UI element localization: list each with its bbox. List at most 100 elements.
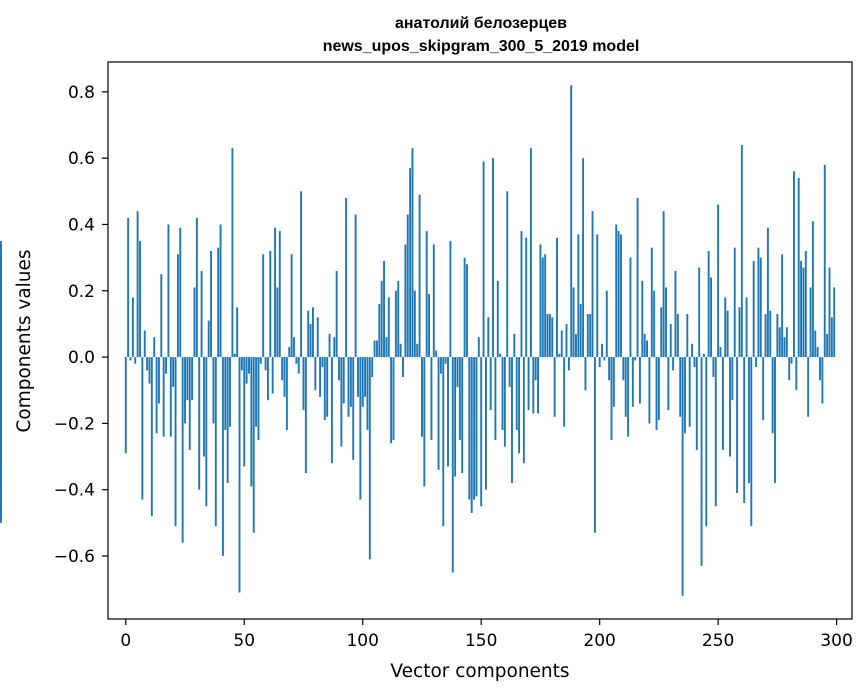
bar	[757, 247, 760, 358]
bar	[738, 307, 741, 358]
bar	[714, 357, 717, 507]
bar	[771, 357, 774, 434]
bar	[641, 280, 644, 358]
bar	[210, 250, 213, 358]
bar	[653, 290, 656, 358]
bar	[238, 357, 241, 593]
bar	[729, 357, 731, 457]
bar	[480, 357, 483, 507]
bar	[257, 357, 260, 440]
bar	[162, 357, 165, 437]
bar	[447, 357, 449, 467]
bar	[143, 330, 146, 358]
bar	[174, 357, 177, 527]
bar	[176, 254, 179, 358]
y-tick-label: 0.2	[68, 282, 95, 302]
bar	[489, 357, 492, 411]
bar	[541, 257, 544, 358]
bar	[667, 357, 670, 411]
bar	[484, 357, 487, 490]
bar	[577, 234, 580, 358]
bar	[527, 357, 530, 411]
bar	[679, 357, 682, 417]
bar	[833, 287, 836, 358]
bar	[529, 148, 532, 358]
bar	[593, 357, 596, 533]
y-tick-label: −0.6	[54, 547, 95, 567]
bar	[418, 194, 421, 358]
bar	[608, 357, 611, 381]
bar	[243, 357, 246, 467]
bar	[387, 297, 390, 358]
bar	[731, 357, 734, 401]
bar	[217, 247, 220, 358]
bar	[383, 260, 385, 358]
bar	[610, 357, 613, 440]
bar	[676, 313, 679, 358]
bar	[548, 313, 551, 358]
y-tick-label: 0.6	[68, 149, 95, 169]
bar	[518, 357, 521, 454]
bar	[603, 357, 606, 361]
x-tick-label: 300	[820, 631, 852, 651]
bar	[558, 353, 561, 358]
bar	[397, 280, 400, 358]
bar	[638, 357, 641, 404]
bar	[665, 287, 667, 358]
bar	[774, 357, 776, 484]
bar	[496, 280, 499, 358]
bar	[274, 227, 276, 358]
bar	[214, 357, 217, 527]
x-tick-label: 100	[346, 631, 378, 651]
bar	[636, 197, 639, 358]
bar	[506, 191, 509, 358]
bar	[582, 158, 585, 358]
bar	[511, 357, 513, 484]
bar	[596, 234, 599, 358]
bar	[141, 357, 144, 500]
bar	[354, 214, 357, 358]
bar	[131, 297, 134, 358]
x-axis-ticks: 0 50 100 150 200 250 300	[120, 619, 853, 651]
bar	[219, 224, 222, 358]
bar	[0, 257, 2, 358]
bar	[570, 85, 573, 358]
bar	[449, 241, 452, 358]
bar	[444, 357, 447, 364]
bar	[466, 264, 468, 358]
bar	[591, 211, 594, 358]
x-tick-label: 250	[702, 631, 734, 651]
bar	[492, 158, 494, 358]
bar	[537, 357, 539, 414]
y-axis-label: Components values	[14, 249, 35, 432]
bar	[250, 357, 253, 487]
bar	[269, 250, 272, 358]
bar	[660, 307, 663, 358]
bar	[255, 357, 258, 427]
bar	[743, 357, 746, 503]
bar	[769, 310, 772, 358]
bar	[565, 323, 568, 358]
bar	[326, 357, 329, 417]
bar	[740, 144, 743, 358]
bar	[347, 357, 350, 417]
y-tick-label: −0.2	[54, 414, 95, 434]
bar	[650, 247, 653, 358]
y-axis-ticks: −0.6 −0.4 −0.2 0.0 0.2 0.4 0.6 0.8	[54, 83, 108, 567]
bar	[567, 357, 570, 371]
bar	[226, 357, 229, 484]
bar	[181, 357, 184, 543]
bar	[672, 357, 675, 371]
bar	[525, 237, 528, 358]
bar	[473, 357, 476, 500]
bar	[830, 317, 833, 358]
bar	[612, 357, 615, 407]
bar	[191, 357, 194, 401]
bar	[160, 274, 163, 358]
bar	[342, 357, 345, 404]
bar	[203, 357, 205, 457]
x-tick-label: 150	[465, 631, 497, 651]
bar	[726, 310, 729, 358]
bar	[719, 347, 722, 358]
bar	[721, 357, 724, 450]
